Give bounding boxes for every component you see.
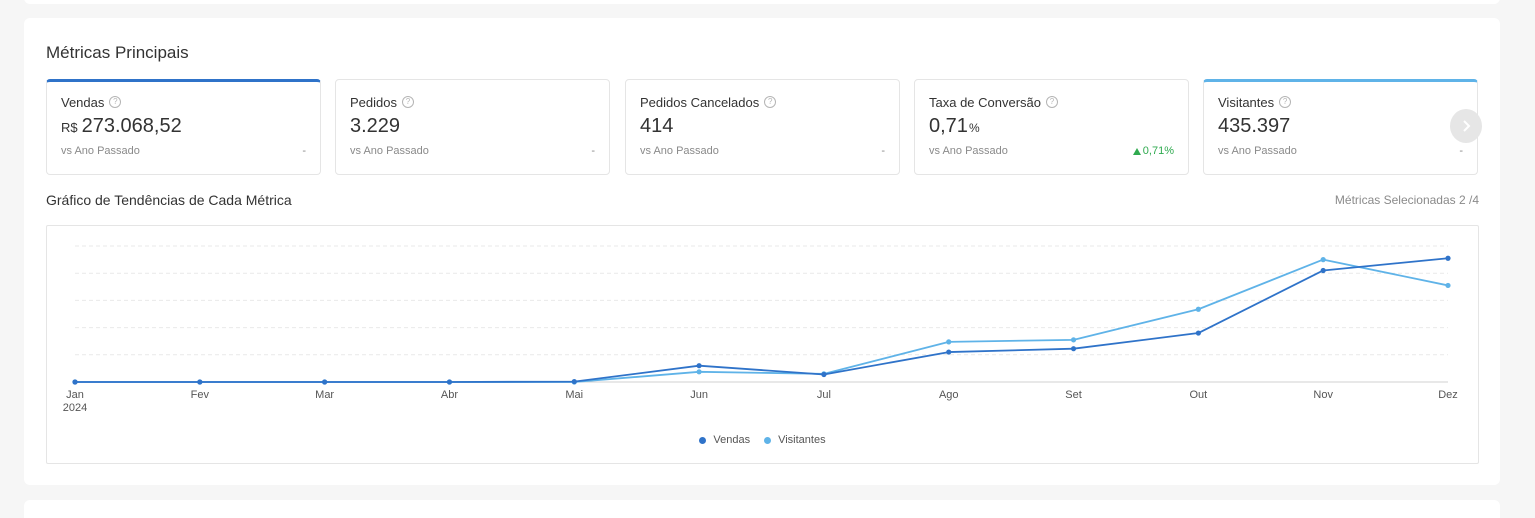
trend-chart: Jan Fev Mar Abr Mai Jun Jul Ago Set Out Nov Dez 2024… [46, 225, 1479, 464]
x-tick-label: Jul [817, 389, 831, 401]
series-line-vendas [75, 257, 1449, 383]
metric-card-vendas[interactable]: Vendas? R$ 273.068,52 vs Ano Passado - [46, 79, 321, 175]
metric-card-pedidos-cancelados[interactable]: Pedidos Cancelados? 414 vs Ano Passado - [625, 79, 900, 175]
metric-card-visitantes[interactable]: Visitantes? 435.397 vs Ano Passado - [1203, 79, 1478, 175]
data-point-vendas [946, 349, 952, 355]
key-metrics-panel: Métricas Principais Vendas? R$ 273.068,52… [24, 18, 1500, 485]
metric-card-taxa-de-conversao[interactable]: Taxa de Conversão? 0,71% vs Ano Passado 0… [914, 79, 1189, 175]
data-point-vendas [821, 371, 827, 378]
delta-value: - [302, 145, 306, 157]
x-tick-year-label: 2024 [63, 402, 87, 414]
metric-card-pedidos[interactable]: Pedidos? 3.229 vs Ano Passado - [335, 79, 610, 175]
data-point-vendas [696, 363, 702, 369]
data-point-vendas [1195, 330, 1201, 336]
series-line-visitantes [75, 258, 1449, 383]
data-point-vendas [72, 379, 78, 385]
x-tick-label: Mar [315, 389, 334, 401]
x-tick-label: Nov [1313, 389, 1333, 401]
delta-value: - [1459, 145, 1463, 157]
section-title: Métricas Principais [46, 43, 189, 62]
x-tick-label: Jun [690, 389, 708, 401]
next-metrics-button[interactable] [1450, 109, 1482, 143]
line-chart-svg: Jan Fev Mar Abr Mai Jun Jul Ago Set Out Nov Dez 2024 [63, 245, 1458, 414]
metric-value: 0,71 [929, 115, 968, 137]
next-section-card [24, 500, 1500, 518]
delta-up: 0,71% [1132, 145, 1174, 157]
legend-dot [699, 436, 707, 444]
x-tick-label: Dez [1438, 389, 1458, 401]
data-point-vendas [446, 379, 453, 385]
question-circle-icon[interactable]: ? [764, 96, 777, 108]
metric-value: 273.068,52 [81, 115, 182, 137]
metric-value: 3.229 [350, 115, 401, 137]
legend-item-visitantes[interactable]: Visitantes [764, 434, 826, 446]
triangle-up-icon [1132, 147, 1141, 155]
metric-label: Vendas [61, 94, 105, 110]
legend-dot [764, 436, 772, 444]
data-point-vendas [322, 379, 328, 385]
data-point-vendas [1070, 346, 1077, 352]
metric-label: Taxa de Conversão [929, 94, 1042, 110]
compare-label: vs Ano Passado [350, 145, 429, 157]
data-point-visitantes [946, 339, 952, 345]
question-circle-icon[interactable]: ? [109, 96, 122, 108]
x-tick-label: Abr [441, 389, 458, 401]
data-point-visitantes [696, 369, 702, 375]
metric-label: Pedidos [350, 94, 397, 110]
x-tick-label: Fev [191, 389, 210, 401]
data-point-vendas [571, 378, 577, 385]
data-point-visitantes [1070, 337, 1077, 343]
question-circle-icon[interactable]: ? [401, 96, 414, 108]
x-tick-label: Set [1065, 389, 1082, 401]
compare-label: vs Ano Passado [1218, 145, 1297, 157]
delta-value: - [591, 145, 595, 157]
data-point-vendas [1445, 255, 1451, 261]
previous-section-card [24, 0, 1500, 4]
legend-label: Vendas [713, 434, 751, 446]
data-point-visitantes [1320, 257, 1326, 263]
metric-label: Pedidos Cancelados [640, 94, 760, 110]
metric-value: 414 [640, 115, 674, 137]
metric-label: Visitantes [1218, 94, 1275, 110]
data-point-vendas [197, 379, 203, 385]
data-point-visitantes [1195, 306, 1201, 312]
delta-value: - [881, 145, 885, 157]
x-tick-label: Mai [565, 389, 583, 401]
compare-label: vs Ano Passado [640, 145, 719, 157]
question-circle-icon[interactable]: ? [1279, 96, 1292, 108]
x-tick-label: Out [1189, 389, 1207, 401]
data-point-visitantes [1445, 282, 1451, 289]
question-circle-icon[interactable]: ? [1046, 96, 1059, 108]
delta-value: 0,71% [1142, 145, 1174, 157]
metric-value: 435.397 [1218, 115, 1291, 137]
selected-metrics-count[interactable]: Métricas Selecionadas 2 /4 [1334, 193, 1479, 207]
metric-cards-row: Vendas? R$ 273.068,52 vs Ano Passado - Ped… [46, 79, 1478, 175]
x-tick-label: Ago [939, 389, 959, 401]
compare-label: vs Ano Passado [61, 145, 140, 157]
chart-legend: Vendas Visitantes [47, 434, 1478, 446]
chevron-right-icon [1463, 120, 1471, 132]
legend-item-vendas[interactable]: Vendas [699, 434, 750, 446]
currency-prefix: R$ [61, 120, 78, 135]
compare-label: vs Ano Passado [929, 145, 1008, 157]
data-point-vendas [1320, 267, 1326, 274]
legend-label: Visitantes [778, 434, 826, 446]
percent-suffix: % [968, 121, 980, 135]
chart-title: Gráfico de Tendências de Cada Métrica [46, 192, 292, 208]
x-tick-label: Jan [66, 389, 84, 401]
